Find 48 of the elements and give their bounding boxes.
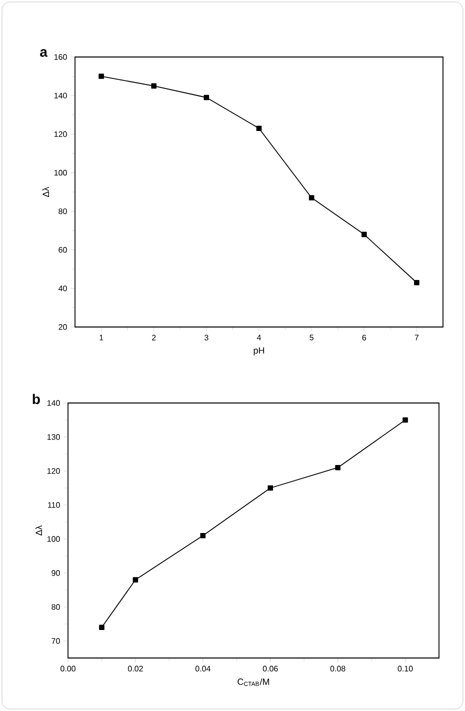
x-tick-label: 2 (152, 334, 156, 340)
x-tick-label: 7 (414, 334, 419, 340)
point (99, 624, 104, 630)
x-tick-label: 0.00 (60, 666, 76, 672)
x-tick-label: 4 (256, 334, 261, 340)
y-axis-title: Δλ (35, 525, 42, 536)
y-tick-label: 100 (47, 536, 60, 542)
x-tick-label: 1 (100, 334, 104, 340)
y-tick-label: 60 (58, 247, 67, 253)
point (268, 485, 274, 491)
point (98, 74, 104, 79)
y-tick-label: 80 (58, 208, 67, 214)
y-tick-label: 20 (58, 324, 67, 330)
point (132, 577, 138, 582)
y-tick-label: 110 (48, 502, 60, 508)
y-tick-label: 160 (54, 54, 67, 60)
chart-title: b (32, 394, 40, 404)
y-tick-label: 130 (47, 434, 60, 440)
x-tick-label: 6 (362, 334, 366, 340)
x-tick-label: 0.02 (128, 666, 143, 672)
point (200, 532, 206, 538)
chart-title: a (40, 49, 48, 57)
x-tick-label: 3 (204, 334, 208, 340)
y-tick-label: 40 (58, 286, 67, 292)
point (256, 126, 262, 132)
point (414, 280, 420, 286)
x-axis-title: C$_{CTAB}$/M (238, 678, 270, 686)
point (402, 417, 408, 423)
point (361, 232, 367, 238)
x-tick-label: 0.08 (330, 666, 346, 672)
point (204, 94, 210, 100)
y-tick-label: 100 (54, 170, 67, 176)
y-tick-label: 80 (52, 604, 60, 610)
point (335, 464, 340, 470)
y-tick-label: 140 (47, 400, 60, 406)
y-tick-label: 90 (52, 570, 60, 576)
x-tick-label: 5 (310, 334, 314, 340)
point (151, 83, 157, 89)
y-tick-label: 120 (54, 131, 67, 137)
y-tick-label: 120 (47, 468, 60, 474)
x-tick-label: 0.06 (262, 666, 278, 672)
point (308, 195, 314, 200)
y-tick-label: 70 (52, 638, 60, 644)
x-axis-title: pH (254, 347, 264, 356)
x-tick-label: 0.04 (195, 666, 210, 672)
y-tick-label: 140 (54, 92, 67, 98)
x-tick-label: 0.10 (398, 666, 413, 672)
y-axis-title: Δλ (42, 186, 49, 197)
